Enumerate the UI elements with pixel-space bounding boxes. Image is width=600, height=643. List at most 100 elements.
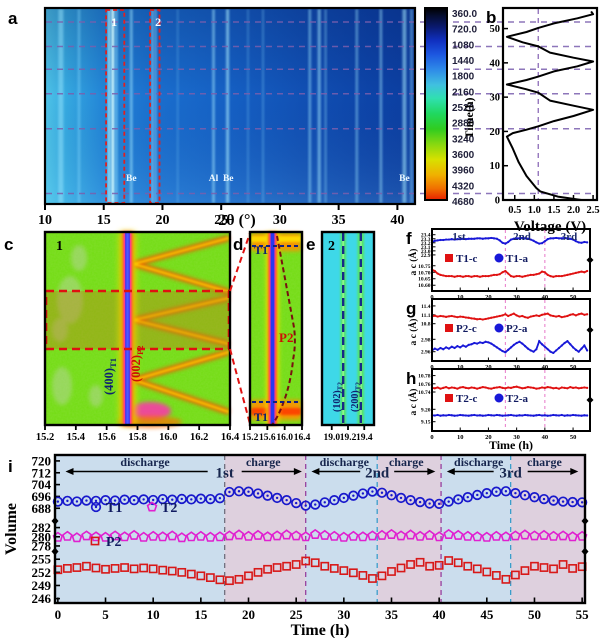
svg-text:23.4: 23.4 <box>421 233 431 239</box>
svg-text:55: 55 <box>576 607 590 622</box>
panel-b-xlabel: Voltage (V) <box>514 219 586 235</box>
svg-text:16.4: 16.4 <box>221 432 240 443</box>
svg-text:10.75: 10.75 <box>418 264 431 270</box>
svg-text:40: 40 <box>490 58 501 69</box>
svg-text:20: 20 <box>155 213 169 228</box>
svg-text:3240: 3240 <box>452 134 475 145</box>
svg-text:1800: 1800 <box>452 72 475 83</box>
svg-text:40: 40 <box>390 213 404 228</box>
legend-T2-c: T2-c <box>456 393 478 405</box>
panel-h-ylabel: a c (Å) <box>407 389 419 416</box>
svg-text:9.15: 9.15 <box>421 420 431 426</box>
svg-text:278: 278 <box>32 538 52 553</box>
svg-text:246: 246 <box>32 591 52 606</box>
svg-text:0.5: 0.5 <box>508 205 521 216</box>
svg-text:30: 30 <box>513 364 520 371</box>
colorbar-tick-labels: 360.0 720.0 1080 1440 1800 2160 2520 2880 3240 36… <box>452 9 477 208</box>
svg-text:20: 20 <box>485 294 492 301</box>
svg-text:2.0: 2.0 <box>567 205 580 216</box>
svg-text:2.96: 2.96 <box>421 350 431 356</box>
svg-text:Be: Be <box>223 174 234 184</box>
svg-text:3600: 3600 <box>452 150 475 161</box>
svg-text:10.65: 10.65 <box>418 277 431 283</box>
svg-text:20: 20 <box>485 434 492 441</box>
svg-text:1440: 1440 <box>452 56 475 67</box>
panel-letter-a: a <box>8 9 18 28</box>
panel-e-region-number: 2 <box>328 239 335 254</box>
svg-text:10: 10 <box>457 364 464 371</box>
svg-text:30: 30 <box>513 434 520 441</box>
svg-text:16.0: 16.0 <box>159 432 177 443</box>
svg-text:696: 696 <box>32 489 52 504</box>
panel-b-voltage-curve: 0.5 1.0 1.5 2.0 2.5 0 10 20 30 40 50 <box>490 9 600 216</box>
svg-text:2880: 2880 <box>452 119 475 130</box>
colorbar-gradient <box>425 8 447 200</box>
svg-text:10: 10 <box>38 213 52 228</box>
panel-e-frame <box>320 230 376 427</box>
svg-text:11.4: 11.4 <box>421 304 431 310</box>
svg-text:1.0: 1.0 <box>528 205 541 216</box>
peak-label-002-P2: (002)P2 <box>129 345 145 382</box>
panel-a-frame <box>43 6 417 206</box>
cycle-label-2nd: 2nd <box>513 231 531 243</box>
svg-text:Al: Al <box>209 174 219 184</box>
svg-text:10: 10 <box>457 294 464 301</box>
svg-text:25: 25 <box>214 213 228 228</box>
legend-P2-c: P2-c <box>456 323 477 335</box>
panel-h-frame <box>431 368 591 432</box>
svg-text:255: 255 <box>32 552 52 567</box>
svg-text:19.0: 19.0 <box>323 433 340 443</box>
legend-T2: T2 <box>161 501 177 516</box>
svg-text:23.0: 23.0 <box>421 249 431 255</box>
svg-text:720.0: 720.0 <box>452 25 477 36</box>
panel-a-xlabel: 2θ (°) <box>218 212 255 229</box>
svg-text:0: 0 <box>55 607 62 622</box>
panel-c-heatmap <box>44 232 231 428</box>
svg-text:20: 20 <box>485 364 492 371</box>
svg-text:2520: 2520 <box>452 103 475 114</box>
panel-c-region-number: 1 <box>56 239 63 254</box>
svg-text:0: 0 <box>430 294 433 301</box>
svg-text:15.8: 15.8 <box>128 432 146 443</box>
cycle-label-1st: 1st <box>452 231 466 243</box>
peak-label-400-T1: (400)T1 <box>102 358 118 395</box>
svg-text:9.20: 9.20 <box>421 407 431 413</box>
panel-letter-e: e <box>306 235 315 254</box>
svg-text:0: 0 <box>430 364 433 371</box>
legend-T1: T1 <box>106 501 122 516</box>
svg-text:50: 50 <box>570 294 577 301</box>
legend-P2: P2 <box>106 535 122 550</box>
svg-text:19.2: 19.2 <box>340 433 357 443</box>
svg-text:40: 40 <box>542 364 549 371</box>
svg-text:1: 1 <box>111 15 117 29</box>
panel-letter-i: i <box>8 457 13 476</box>
svg-text:50: 50 <box>490 24 501 35</box>
panel-d-frame <box>248 230 304 427</box>
panel-g-frame <box>431 298 591 362</box>
svg-text:30: 30 <box>513 294 520 301</box>
panel-g-chart: 11.4 11.1 10.8 2.98 2.96 0 10 20 30 40 50 <box>421 300 594 371</box>
svg-text:15.2: 15.2 <box>36 432 54 443</box>
svg-text:282: 282 <box>32 520 52 535</box>
panel-d-heatmap <box>250 232 302 426</box>
svg-text:charge: charge <box>389 455 424 469</box>
colorbar: 360.0 720.0 1080 1440 1800 2160 2520 2880 3240 36… <box>424 7 477 208</box>
svg-text:10.8: 10.8 <box>421 322 431 328</box>
svg-text:50: 50 <box>570 434 577 441</box>
panel-g-ylabel: a c (Å) <box>407 319 419 346</box>
panel-h-chart: 10.78 10.76 10.74 9.20 9.15 0 10 20 30 40 50 <box>418 370 594 441</box>
zoom-connector-lines <box>229 232 251 425</box>
panel-e-axis: 19.0 19.2 19.4 <box>323 425 373 443</box>
legend-T1-a: T1-a <box>506 253 529 265</box>
svg-text:2: 2 <box>155 15 161 29</box>
svg-text:16.2: 16.2 <box>190 432 208 443</box>
svg-text:10: 10 <box>457 434 464 441</box>
svg-text:50: 50 <box>570 364 577 371</box>
svg-text:10.74: 10.74 <box>418 390 431 396</box>
panel-letter-d: d <box>233 235 243 254</box>
svg-text:249: 249 <box>32 578 52 593</box>
svg-text:1st: 1st <box>216 466 234 482</box>
